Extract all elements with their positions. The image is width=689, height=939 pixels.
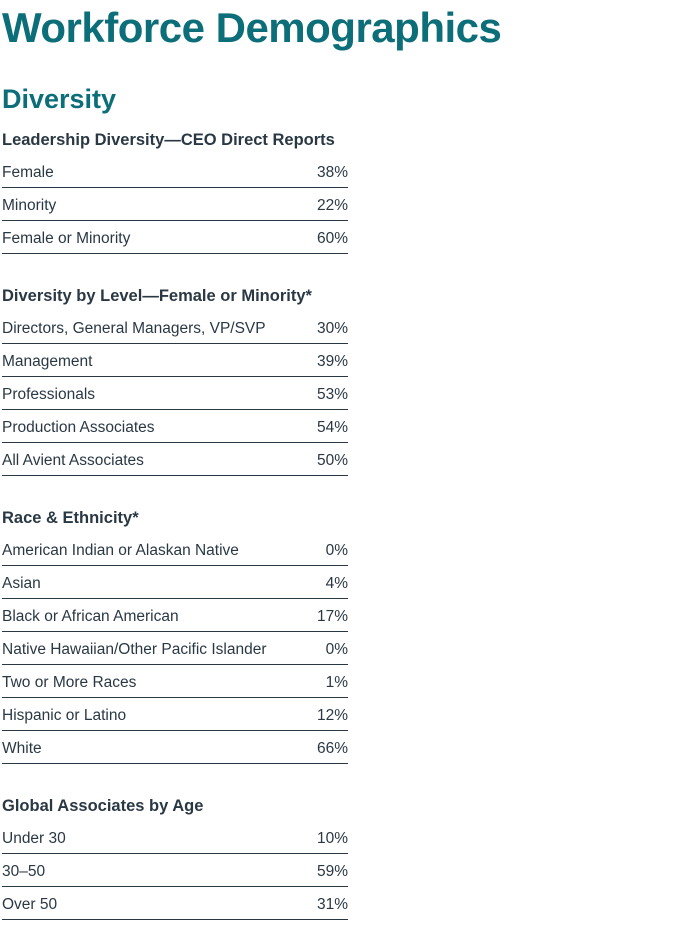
row-value: 50% [316, 452, 348, 469]
table-row: Professionals 53% [2, 377, 348, 410]
row-label: Management [2, 353, 93, 370]
row-value: 1% [325, 674, 348, 691]
table-row: Female or Minority 60% [2, 221, 348, 254]
section-diversity-by-level: Diversity by Level—Female or Minority* D… [2, 286, 348, 476]
table-row: Female 38% [2, 155, 348, 188]
row-value: 12% [316, 707, 348, 724]
section-title: Race & Ethnicity* [2, 509, 139, 527]
row-value: 0% [325, 542, 348, 559]
row-label: Female [2, 164, 54, 181]
table-row: All Avient Associates 50% [2, 443, 348, 476]
row-label: Under 30 [2, 830, 66, 847]
table-row: Directors, General Managers, VP/SVP 30% [2, 311, 348, 344]
section-associates-by-age: Global Associates by Age Under 30 10% 30… [2, 796, 348, 920]
row-value: 31% [316, 896, 348, 913]
table-row: Production Associates 54% [2, 410, 348, 443]
table-row: Two or More Races 1% [2, 665, 348, 698]
row-value: 22% [316, 197, 348, 214]
row-value: 10% [316, 830, 348, 847]
row-value: 60% [316, 230, 348, 247]
row-value: 38% [316, 164, 348, 181]
table-row: Minority 22% [2, 188, 348, 221]
row-label: Two or More Races [2, 674, 137, 691]
row-value: 59% [316, 863, 348, 880]
row-value: 30% [316, 320, 348, 337]
row-label: Hispanic or Latino [2, 707, 127, 724]
row-value: 39% [316, 353, 348, 370]
row-label: 30–50 [2, 863, 46, 880]
report-page: Workforce Demographics Diversity Leaders… [2, 4, 502, 920]
table-row: Under 30 10% [2, 821, 348, 854]
row-label: Directors, General Managers, VP/SVP [2, 320, 266, 337]
table-row: Asian 4% [2, 566, 348, 599]
row-label: American Indian or Alaskan Native [2, 542, 239, 559]
table-row: Over 50 31% [2, 887, 348, 920]
row-label: Native Hawaiian/Other Pacific Islander [2, 641, 267, 658]
section-title: Global Associates by Age [2, 797, 204, 815]
row-label: Production Associates [2, 419, 155, 436]
section-title: Diversity by Level—Female or Minority* [2, 287, 312, 305]
table-row: White 66% [2, 731, 348, 764]
page-title: Workforce Demographics [2, 4, 502, 51]
row-value: 53% [316, 386, 348, 403]
table-row: Management 39% [2, 344, 348, 377]
row-label: Professionals [2, 386, 96, 403]
section-title: Leadership Diversity—CEO Direct Reports [2, 131, 335, 149]
row-label: Over 50 [2, 896, 58, 913]
row-label: Asian [2, 575, 41, 592]
row-value: 66% [316, 740, 348, 757]
row-value: 54% [316, 419, 348, 436]
section-leadership-diversity: Leadership Diversity—CEO Direct Reports … [2, 130, 348, 254]
table-row: Hispanic or Latino 12% [2, 698, 348, 731]
row-value: 0% [325, 641, 348, 658]
row-label: White [2, 740, 42, 757]
row-label: All Avient Associates [2, 452, 144, 469]
row-label: Female or Minority [2, 230, 131, 247]
row-value: 4% [325, 575, 348, 592]
page-subtitle: Diversity [2, 84, 117, 114]
row-value: 17% [316, 608, 348, 625]
row-label: Black or African American [2, 608, 179, 625]
section-race-ethnicity: Race & Ethnicity* American Indian or Ala… [2, 508, 348, 764]
table-row: Native Hawaiian/Other Pacific Islander 0… [2, 632, 348, 665]
table-row: American Indian or Alaskan Native 0% [2, 533, 348, 566]
row-label: Minority [2, 197, 57, 214]
table-row: 30–50 59% [2, 854, 348, 887]
table-row: Black or African American 17% [2, 599, 348, 632]
